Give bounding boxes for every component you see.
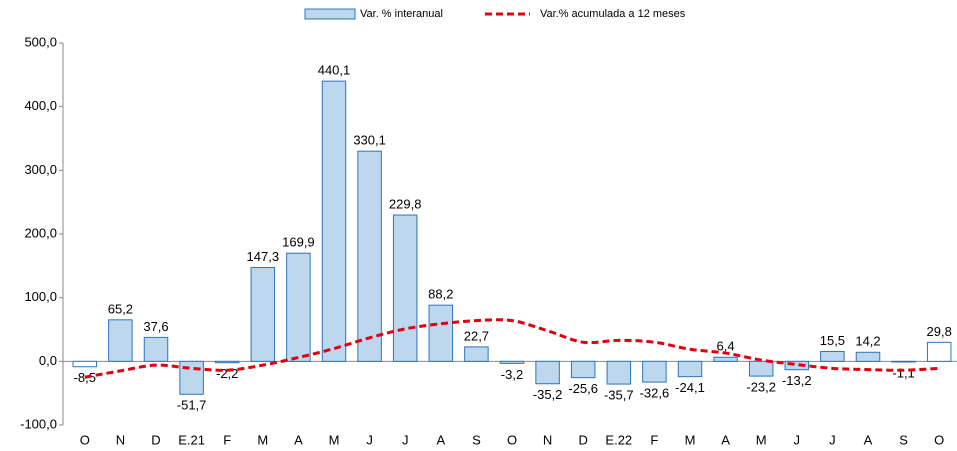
x-tick-label: M [756, 432, 767, 447]
y-tick-label: 0,0 [39, 353, 57, 368]
value-label: 330,1 [353, 133, 386, 148]
x-tick-label: D [151, 432, 160, 447]
bar [499, 360, 525, 364]
x-tick-label: O [507, 432, 517, 447]
bar [392, 214, 418, 362]
bar [72, 360, 98, 368]
value-label: 22,7 [464, 328, 489, 343]
value-label: -3,2 [501, 367, 523, 382]
x-tick-label: J [366, 432, 373, 447]
value-label: -2,2 [216, 366, 238, 381]
bar [713, 356, 738, 362]
x-tick-label: M [685, 432, 696, 447]
bar [214, 360, 240, 364]
bar [570, 360, 596, 379]
bar [642, 360, 667, 383]
value-label: -24,1 [675, 380, 705, 395]
bar [606, 360, 632, 385]
value-label: 169,9 [282, 235, 315, 250]
y-tick-label: 200,0 [24, 225, 57, 240]
x-tick-label: J [402, 432, 409, 447]
value-label: -23,2 [746, 380, 776, 395]
x-tick-label: O [80, 432, 90, 447]
value-label: -51,7 [177, 398, 207, 413]
x-tick-label: A [864, 432, 873, 447]
bar [820, 350, 845, 362]
x-tick-label: J [829, 432, 836, 447]
value-label: -35,7 [604, 387, 634, 402]
x-tick-label: E.21 [178, 432, 205, 447]
value-label: 440,1 [318, 63, 351, 78]
value-label: 29,8 [927, 324, 952, 339]
x-tick-label: N [116, 432, 125, 447]
bar [535, 360, 560, 385]
x-tick-label: A [721, 432, 730, 447]
x-tick-label: F [650, 432, 658, 447]
x-tick-label: A [436, 432, 445, 447]
x-tick-label: S [899, 432, 908, 447]
x-tick-label: A [294, 432, 303, 447]
bar [250, 267, 276, 362]
y-tick-label: 500,0 [24, 34, 57, 49]
value-label: -8,5 [74, 370, 96, 385]
bar [784, 360, 810, 371]
bar [286, 252, 311, 362]
value-label: 88,2 [428, 287, 453, 302]
bar [108, 319, 133, 362]
line [84, 318, 940, 379]
bar [321, 80, 347, 362]
value-label: 147,3 [247, 249, 280, 264]
value-label: -1,1 [892, 365, 914, 380]
y-tick-label: 100,0 [24, 289, 57, 304]
legend-label: Var.% acumulada a 12 meses [540, 8, 686, 20]
x-tick-label: M [257, 432, 268, 447]
bar [891, 360, 916, 363]
bar [677, 360, 703, 378]
bar [464, 346, 489, 362]
x-tick-label: J [794, 432, 801, 447]
legend-swatch [304, 8, 356, 20]
bar [428, 304, 454, 362]
bar [357, 150, 382, 362]
bar [748, 360, 774, 377]
x-tick-label: E.22 [605, 432, 632, 447]
value-label: -35,2 [533, 387, 563, 402]
value-label: -25,6 [568, 381, 598, 396]
x-tick-label: N [543, 432, 552, 447]
value-label: 6,4 [717, 339, 735, 354]
x-tick-label: O [934, 432, 944, 447]
value-label: -32,6 [640, 386, 670, 401]
y-tick-label: 400,0 [24, 98, 57, 113]
value-label: -13,2 [782, 373, 812, 388]
x-tick-label: M [329, 432, 340, 447]
value-label: 15,5 [820, 333, 845, 348]
bar [855, 351, 881, 362]
bar [926, 341, 952, 362]
value-label: 37,6 [143, 319, 168, 334]
value-label: 65,2 [108, 301, 133, 316]
value-label: 14,2 [855, 334, 880, 349]
x-tick-label: D [579, 432, 588, 447]
x-tick-label: F [223, 432, 231, 447]
y-tick-label: 300,0 [24, 162, 57, 177]
x-tick-label: S [472, 432, 481, 447]
value-label: 229,8 [389, 196, 422, 211]
legend-label: Var. % interanual [360, 8, 443, 20]
bar [143, 336, 169, 362]
y-tick-label: -100,0 [20, 416, 57, 431]
